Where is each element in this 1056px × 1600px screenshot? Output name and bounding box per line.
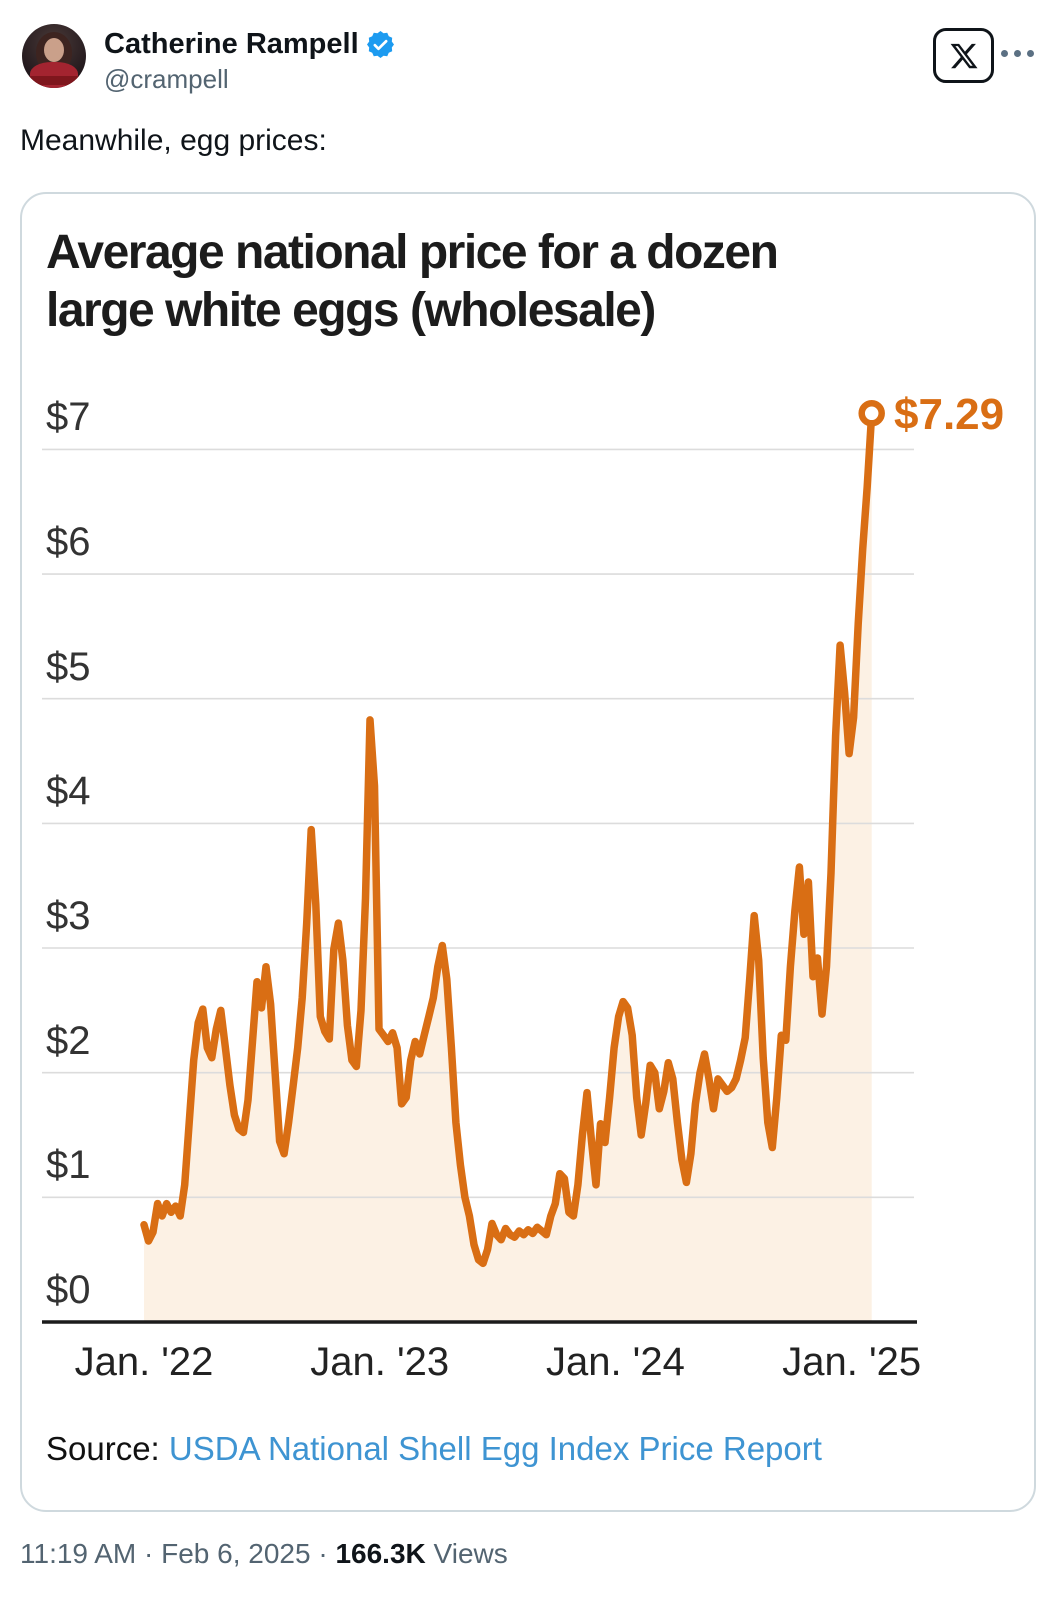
x-tick-label: Jan. '24 <box>545 1340 685 1384</box>
y-tick-label: $5 <box>46 644 91 689</box>
tweet-meta: 11:19 AM · Feb 6, 2025 · 166.3K Views <box>20 1538 508 1569</box>
more-options-button[interactable] <box>1001 50 1034 57</box>
avatar-caption-band <box>22 76 86 85</box>
views-label: Views <box>433 1538 508 1569</box>
chart-title-line1: Average national price for a dozen <box>46 226 779 279</box>
y-tick-label: $0 <box>46 1268 91 1312</box>
chart-title-line2: large white eggs (wholesale) <box>46 284 656 337</box>
end-value-label: $7.29 <box>894 390 1005 439</box>
y-tick-label: $7 <box>46 395 91 440</box>
egg-price-chart: $7 $6 $5 $4 $3 $2 $1 $0 Jan. '22 Jan. '23 Jan. '2… <box>22 194 1034 1510</box>
verified-badge-icon <box>366 31 394 58</box>
x-tick-label: Jan. '22 <box>74 1340 214 1384</box>
tweet-date: Feb 6, 2025 <box>161 1538 311 1569</box>
y-tick-label: $3 <box>46 894 91 939</box>
chart-canvas <box>42 400 917 1324</box>
views-count: 166.3K <box>335 1538 426 1569</box>
x-logo-button[interactable] <box>933 28 994 83</box>
x-logo-icon <box>950 43 978 68</box>
source-line: Source: USDA National Shell Egg Index Pr… <box>46 1430 822 1468</box>
avatar[interactable] <box>22 24 86 88</box>
source-prefix: Source: <box>46 1430 160 1467</box>
y-tick-label: $2 <box>46 1018 91 1063</box>
source-link[interactable]: USDA National Shell Egg Index Price Repo… <box>168 1430 822 1467</box>
user-handle[interactable]: @crampell <box>104 64 229 94</box>
dot-icon <box>1001 50 1008 57</box>
y-tick-label: $4 <box>46 769 91 814</box>
tweet-time: 11:19 AM <box>20 1538 137 1569</box>
chart-title: Average national price for a dozen large… <box>46 224 996 340</box>
avatar-face <box>44 38 64 62</box>
x-tick-label: Jan. '23 <box>310 1340 450 1384</box>
y-tick-label: $6 <box>46 520 91 565</box>
display-name[interactable]: Catherine Rampell <box>104 28 359 60</box>
y-tick-label: $1 <box>46 1143 91 1188</box>
tweet-text: Meanwhile, egg prices: <box>20 124 327 157</box>
chart-card: Average national price for a dozen large… <box>20 192 1036 1512</box>
display-name-row: Catherine Rampell <box>104 28 394 61</box>
x-tick-label: Jan. '25 <box>782 1340 922 1384</box>
dot-icon <box>1027 50 1034 57</box>
dot-icon <box>1014 50 1021 57</box>
